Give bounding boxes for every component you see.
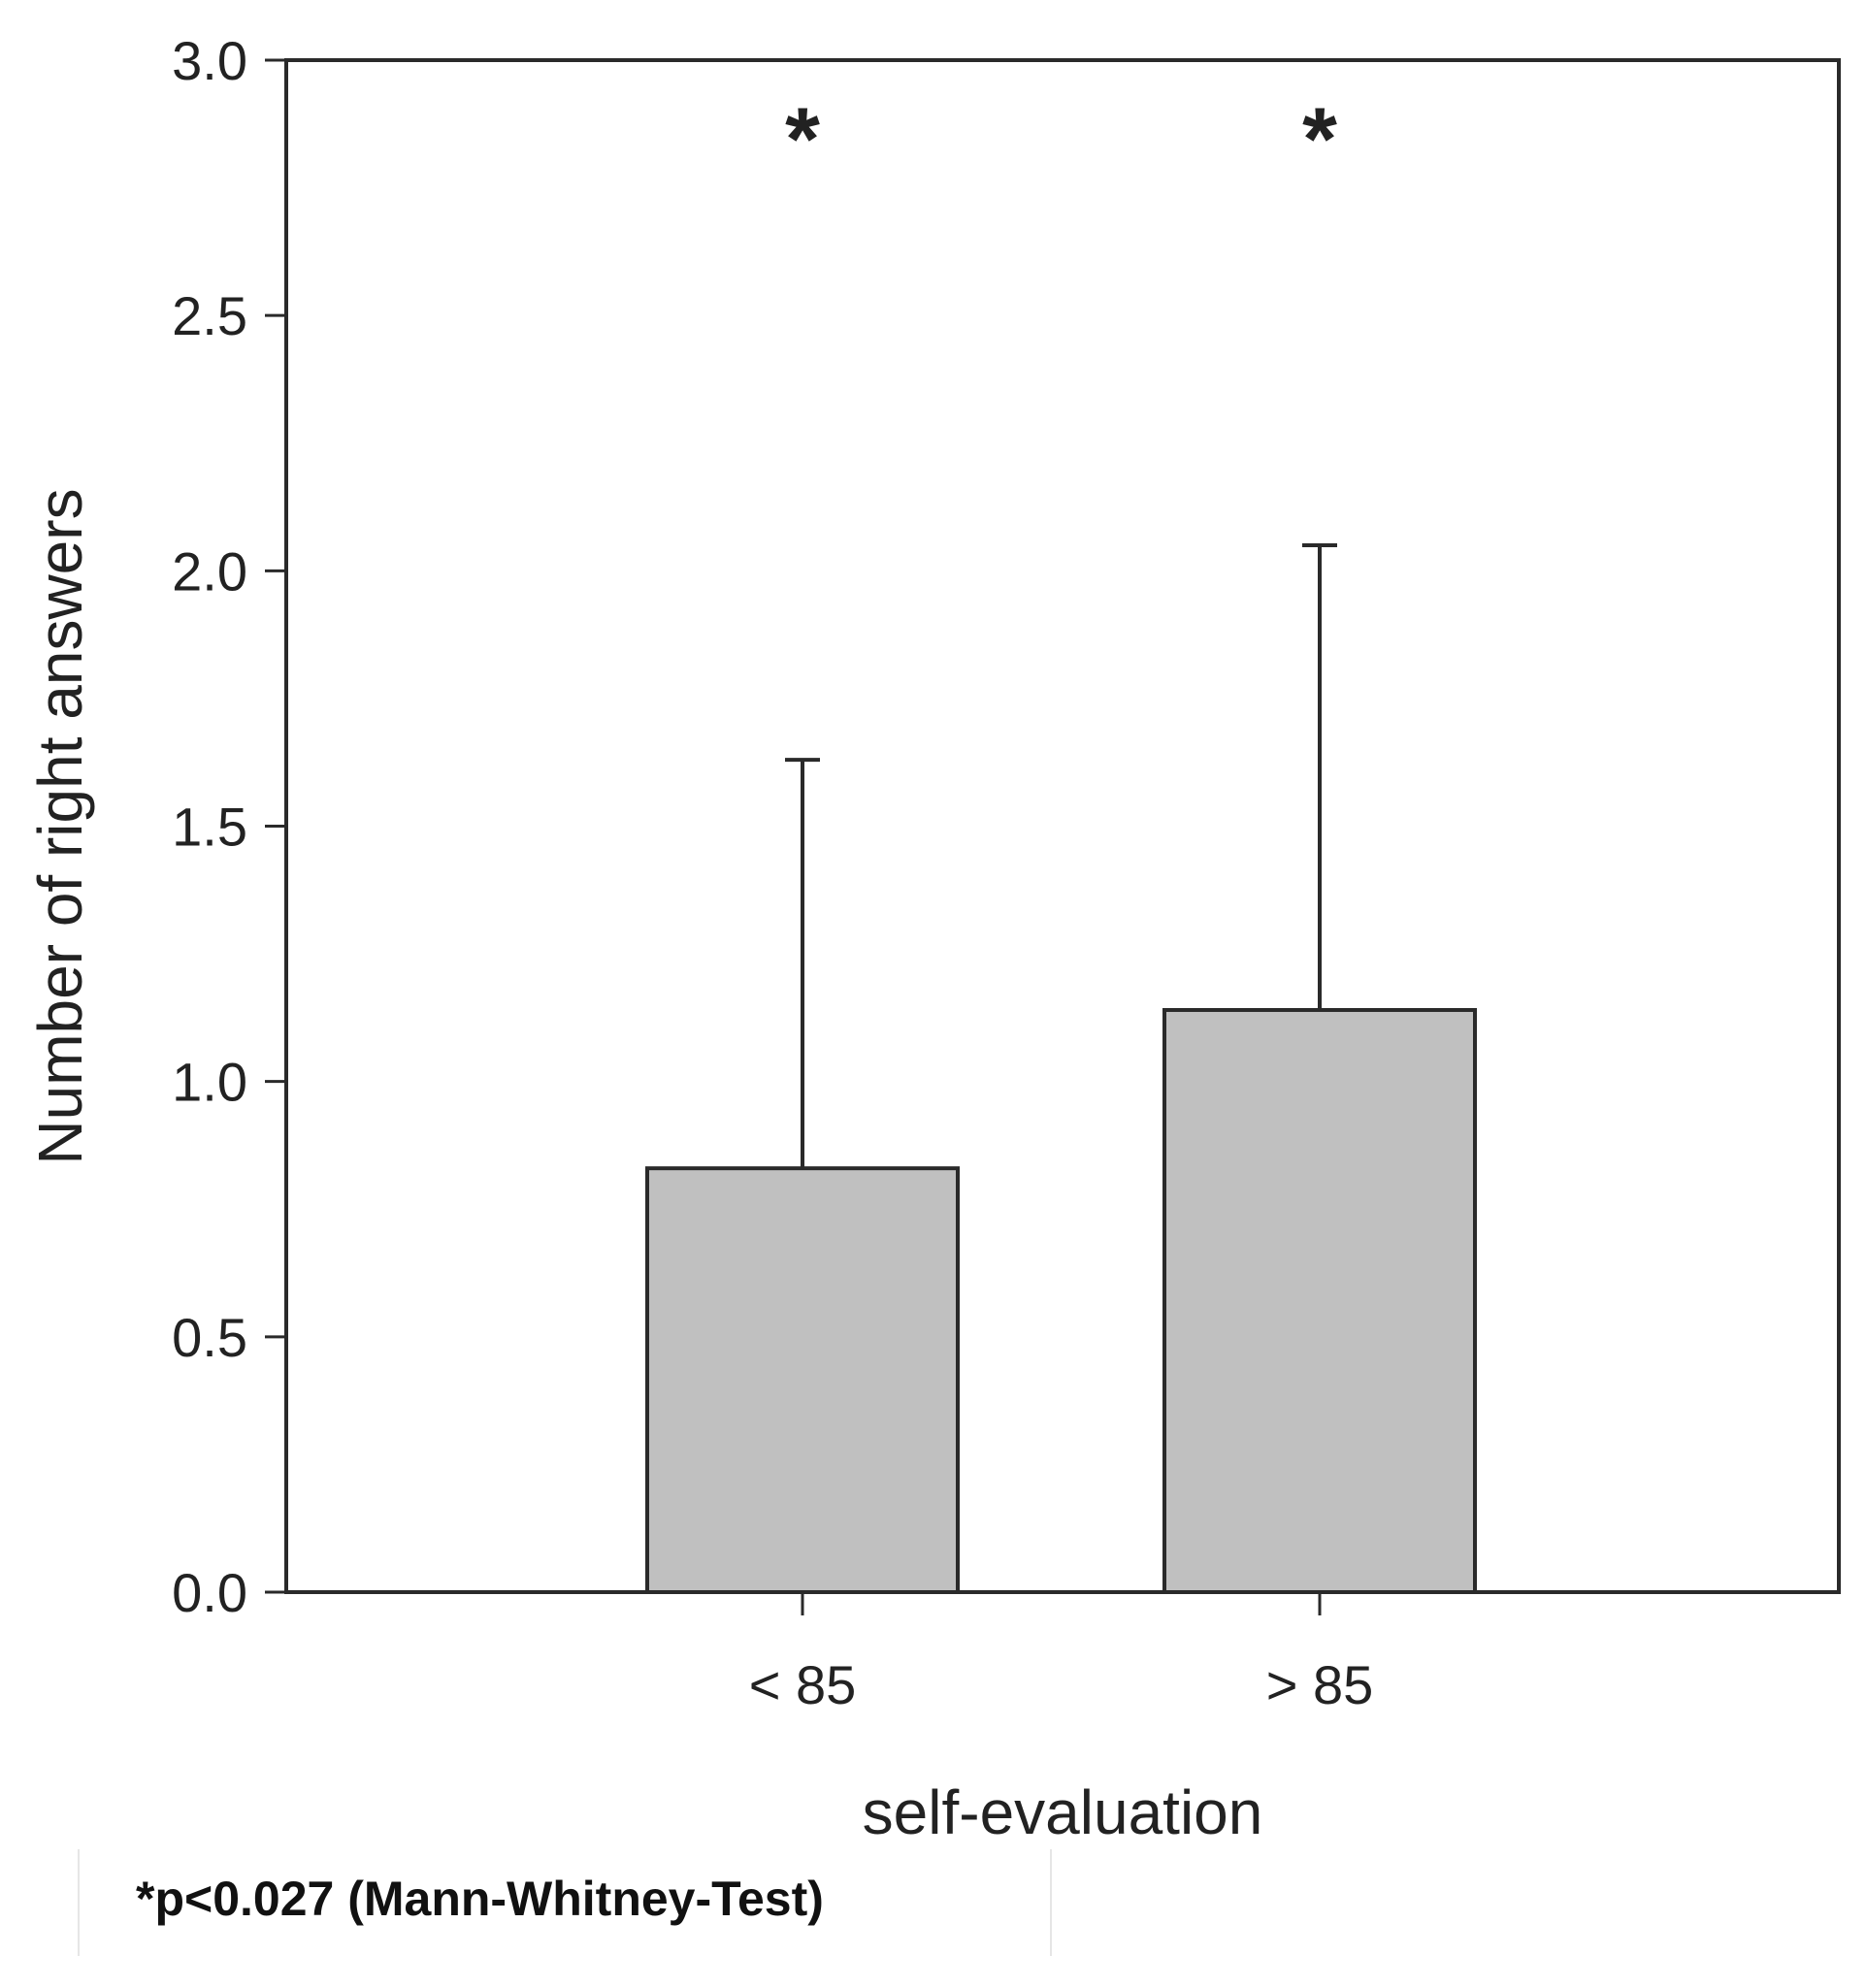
- y-tick-label: 1.5: [172, 797, 247, 858]
- y-tick-label: 2.0: [172, 540, 247, 602]
- footnote: *p<0.027 (Mann-Whitney-Test): [136, 1872, 824, 1926]
- x-axis-title: self-evaluation: [863, 1777, 1263, 1843]
- footnote-box: [78, 1849, 1052, 1956]
- y-tick-label: 2.5: [172, 285, 247, 346]
- bars: [645, 1007, 1477, 1594]
- significance-mark: *: [785, 90, 820, 189]
- error-bars: [785, 543, 1337, 1169]
- bar-chart: 0.00.51.01.52.02.53.0 < 85 > 85 * * Number…: [25, 30, 1841, 1843]
- significance-marks: * *: [785, 90, 1337, 189]
- y-tick-label: 0.5: [172, 1307, 247, 1368]
- y-tick-label: 1.0: [172, 1052, 247, 1113]
- plot-frame: [284, 58, 1841, 1594]
- y-axis-title: Number of right answers: [25, 488, 95, 1164]
- x-tick-label: < 85: [749, 1654, 857, 1715]
- bar: [1162, 1007, 1477, 1594]
- x-axis: < 85 > 85: [749, 1592, 1374, 1715]
- y-tick-label: 0.0: [172, 1562, 247, 1623]
- y-tick-label: 3.0: [172, 30, 247, 91]
- bar: [645, 1166, 960, 1594]
- x-tick-label: > 85: [1266, 1654, 1374, 1715]
- significance-mark: *: [1302, 90, 1337, 189]
- y-axis: 0.0 0.5 1.0 1.5 2.0 2.5 3.0: [172, 30, 286, 1623]
